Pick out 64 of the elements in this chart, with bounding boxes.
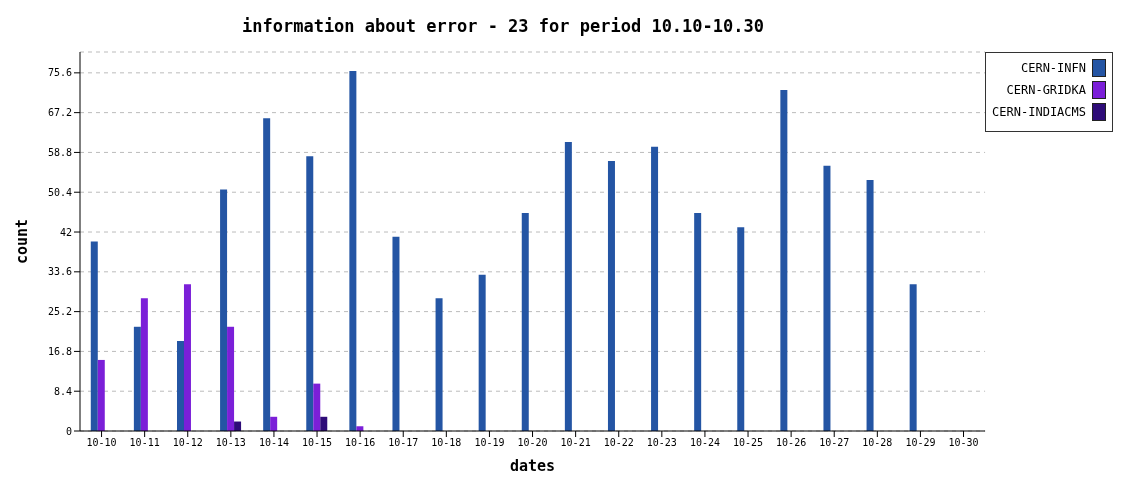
bar (823, 165, 831, 431)
y-tick-label: 42 (59, 226, 72, 238)
bar (564, 142, 572, 431)
x-tick-label: 10-28 (862, 437, 893, 449)
bar (866, 179, 874, 431)
bar (97, 359, 105, 431)
bar (220, 189, 228, 431)
x-tick-label: 10-29 (905, 437, 936, 449)
bar (909, 284, 917, 431)
x-tick-label: 10-10 (86, 437, 117, 449)
x-tick-label: 10-16 (345, 437, 376, 449)
y-tick-label: 58.8 (47, 146, 72, 158)
x-tick-label: 10-14 (258, 437, 289, 449)
x-tick-label: 10-23 (646, 437, 677, 449)
bar (521, 213, 529, 431)
x-tick-label: 10-11 (129, 437, 160, 449)
y-tick-label: 67.2 (47, 107, 72, 119)
bar (349, 70, 357, 431)
bar (607, 160, 615, 431)
y-tick-label: 16.8 (47, 345, 72, 357)
bar (651, 146, 659, 431)
x-tick-label: 10-18 (431, 437, 462, 449)
y-tick-label: 33.6 (47, 266, 72, 278)
y-tick-label: 8.4 (53, 385, 72, 397)
bar (694, 213, 702, 431)
x-tick-label: 10-15 (301, 437, 333, 449)
x-tick-label: 10-17 (388, 437, 419, 449)
y-tick-label: 0 (65, 425, 72, 437)
legend-label: CERN-INFN (1020, 61, 1086, 75)
bar (320, 416, 328, 431)
x-tick-label: 10-12 (172, 437, 203, 449)
y-tick-label: 75.6 (47, 67, 72, 79)
x-tick-label: 10-30 (948, 437, 979, 449)
bar (140, 298, 148, 431)
bar (392, 236, 400, 431)
x-tick-label: 10-22 (603, 437, 634, 449)
bar (306, 156, 314, 431)
legend-label: CERN-GRIDKA (1006, 83, 1086, 97)
x-tick-label: 10-27 (819, 437, 850, 449)
bar (478, 274, 486, 431)
x-tick-label: 10-19 (474, 437, 505, 449)
bar (176, 340, 184, 431)
x-tick-label: 10-26 (776, 437, 807, 449)
x-axis-title: dates (509, 457, 556, 475)
y-tick-label: 25.2 (47, 306, 72, 318)
bar (263, 118, 271, 431)
bar (435, 298, 443, 431)
bar (270, 416, 278, 431)
x-tick-label: 10-13 (215, 437, 246, 449)
chart-title: information about error - 23 for period 10.10-10.30 (241, 16, 765, 36)
x-tick-label: 10-20 (517, 437, 548, 449)
x-tick-label: 10-24 (689, 437, 720, 449)
y-tick-label: 50.4 (47, 186, 72, 198)
y-axis-title: count (13, 218, 32, 265)
bar (90, 241, 98, 431)
bar (737, 227, 745, 431)
bar (313, 383, 321, 431)
bar (133, 326, 141, 431)
bar (227, 326, 235, 431)
bar (780, 89, 788, 431)
legend-label: CERN-INDIACMS (992, 105, 1086, 119)
bar (183, 284, 191, 431)
x-tick-label: 10-21 (560, 437, 591, 449)
x-tick-label: 10-25 (732, 437, 764, 449)
